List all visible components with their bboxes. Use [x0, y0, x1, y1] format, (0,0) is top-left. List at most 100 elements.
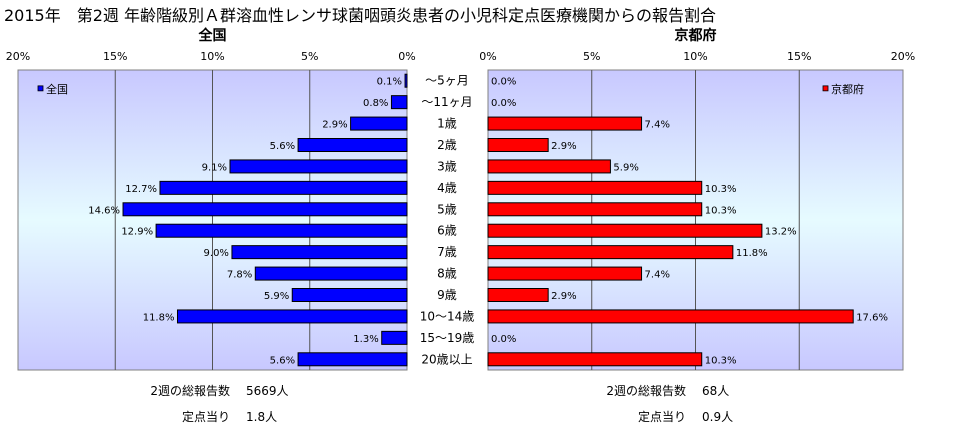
kyoto-data-label: 0.0%	[491, 98, 516, 109]
kyoto-data-label: 10.3%	[705, 355, 737, 366]
kyoto-data-label: 2.9%	[551, 141, 576, 152]
kyoto-data-label: 2.9%	[551, 291, 576, 302]
national-data-label: 5.9%	[264, 291, 289, 302]
national-data-label: 9.0%	[204, 248, 229, 259]
kyoto-tick-label: 5%	[583, 50, 600, 63]
national-tick-label: 5%	[301, 50, 318, 63]
kyoto-chart-title: 京都府	[675, 27, 717, 44]
national-chart: 20% 15% 10% 5% 0% 全国 0.1% 0.8% 2.9% 5.6% 9.1% 12.7%…	[6, 27, 416, 371]
age-category-label: 10～14歳	[420, 309, 475, 323]
kyoto-data-label: 10.3%	[705, 205, 737, 216]
national-chart-title: 全国	[198, 27, 227, 44]
kyoto-data-label: 7.4%	[645, 120, 670, 131]
national-per-site: 定点当り 1.8人	[118, 408, 277, 425]
kyoto-bar	[487, 352, 703, 367]
age-category-label: ～11ヶ月	[421, 95, 472, 109]
national-tick-label: 15%	[103, 50, 127, 63]
national-bar	[404, 73, 408, 88]
age-category-label: 6歳	[437, 224, 457, 238]
national-data-label: 12.9%	[121, 227, 153, 238]
national-bar	[381, 330, 408, 345]
age-category-label: 2歳	[437, 138, 457, 152]
kyoto-tick-label: 0%	[479, 50, 496, 63]
national-data-label: 0.8%	[363, 98, 388, 109]
age-category-labels: ～5ヶ月 ～11ヶ月 1歳 2歳 3歳 4歳 5歳 6歳 7歳 8歳 9歳 10～14歳 15～19歳 2…	[420, 74, 475, 367]
page-title: 2015年 第2週 年齢階級別Ａ群溶血性レンサ球菌咽頭炎患者の小児科定点医療機関…	[4, 6, 716, 25]
kyoto-per-site: 定点当り 0.9人	[566, 408, 733, 425]
kyoto-data-label: 0.0%	[491, 334, 516, 345]
national-data-label: 5.6%	[270, 141, 295, 152]
national-total-reports-label: 2週の総報告数	[150, 384, 230, 398]
kyoto-data-label: 17.6%	[856, 312, 888, 323]
kyoto-total-reports-value: 68人	[702, 384, 730, 398]
kyoto-bar	[487, 245, 734, 260]
national-bar	[297, 138, 408, 152]
national-data-label: 2.9%	[322, 120, 347, 131]
national-tick-label: 10%	[200, 50, 224, 63]
kyoto-per-site-label: 定点当り	[637, 410, 686, 424]
national-bar	[176, 309, 408, 324]
national-data-label: 11.8%	[143, 312, 175, 323]
kyoto-bar	[487, 116, 643, 131]
age-category-label: 5歳	[437, 202, 457, 216]
kyoto-legend-swatch	[822, 85, 829, 92]
national-bar	[350, 116, 408, 131]
kyoto-per-site-value: 0.9人	[702, 410, 734, 424]
age-category-label: 4歳	[437, 181, 457, 195]
age-category-label: 8歳	[437, 267, 457, 281]
kyoto-data-label: 11.8%	[736, 248, 768, 259]
kyoto-chart: 0% 5% 10% 15% 20% 京都府 0.0% 0.0% 7.4% 2.9% 5.9% 10.3…	[479, 27, 915, 371]
national-bar	[231, 245, 408, 260]
kyoto-tick-label: 10%	[683, 50, 707, 63]
national-legend-label: 全国	[46, 82, 68, 96]
kyoto-total-reports-label: 2週の総報告数	[606, 384, 686, 398]
kyoto-bar	[487, 266, 643, 281]
kyoto-bar	[487, 309, 854, 324]
kyoto-data-label: 10.3%	[705, 184, 737, 195]
national-bar	[254, 266, 408, 281]
national-tick-label: 20%	[6, 50, 30, 63]
national-data-label: 1.3%	[353, 334, 378, 345]
kyoto-data-label: 13.2%	[765, 227, 797, 238]
national-legend-swatch	[37, 85, 44, 92]
national-bar	[159, 180, 408, 195]
kyoto-bar	[487, 180, 703, 195]
age-category-label: 20歳以上	[421, 352, 472, 366]
national-tick-label: 0%	[398, 50, 415, 63]
national-data-label: 5.6%	[270, 355, 295, 366]
kyoto-bar	[487, 223, 763, 238]
national-bar	[390, 95, 408, 110]
kyoto-tick-label: 20%	[891, 50, 915, 63]
kyoto-legend-label: 京都府	[831, 82, 864, 96]
national-bar	[122, 202, 408, 217]
national-bar	[229, 159, 408, 174]
national-bar	[297, 352, 408, 367]
kyoto-data-label: 0.0%	[491, 77, 516, 88]
kyoto-data-label: 7.4%	[645, 270, 670, 281]
kyoto-data-label: 5.9%	[613, 162, 638, 173]
age-category-label: 15～19歳	[420, 331, 475, 345]
kyoto-total-reports: 2週の総報告数 68人	[566, 382, 729, 399]
age-category-label: 1歳	[437, 117, 457, 131]
age-category-label: 7歳	[437, 245, 457, 259]
kyoto-bar	[487, 159, 611, 174]
national-data-label: 9.1%	[202, 162, 227, 173]
national-total-reports: 2週の総報告数 5669人	[118, 382, 289, 399]
national-bar	[291, 288, 408, 302]
national-data-label: 12.7%	[125, 184, 157, 195]
kyoto-bar	[487, 138, 549, 152]
national-per-site-label: 定点当り	[181, 410, 230, 424]
national-total-reports-value: 5669人	[246, 384, 289, 398]
national-data-label: 7.8%	[227, 270, 252, 281]
national-per-site-value: 1.8人	[246, 410, 278, 424]
kyoto-bar	[487, 202, 703, 217]
age-category-label: 3歳	[437, 159, 457, 173]
national-bar	[155, 223, 408, 238]
national-data-label: 0.1%	[377, 77, 402, 88]
age-category-label: ～5ヶ月	[425, 74, 469, 88]
kyoto-tick-label: 15%	[787, 50, 811, 63]
kyoto-bar	[487, 288, 549, 302]
national-data-label: 14.6%	[88, 205, 120, 216]
age-category-label: 9歳	[437, 288, 457, 302]
